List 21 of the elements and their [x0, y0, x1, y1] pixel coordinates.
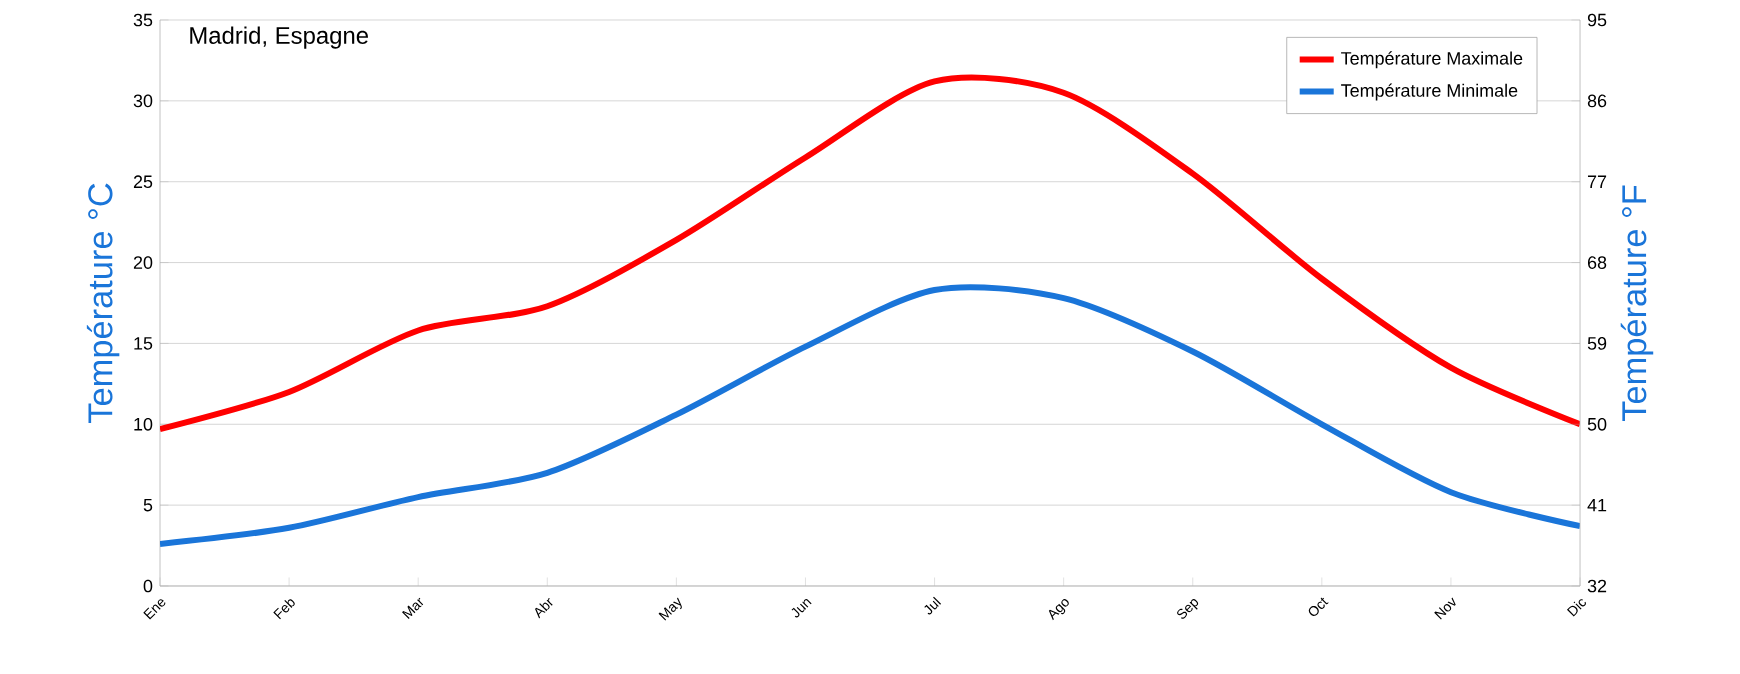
y-tick-label: 30	[133, 94, 153, 108]
y2-tick-label: 50	[1587, 417, 1607, 431]
chart-title: Madrid, Espagne	[190, 26, 368, 49]
y2-tick-label: 95	[1587, 13, 1607, 27]
y2-axis-title: Température °F	[1620, 185, 1654, 422]
y-tick-label: 25	[133, 175, 153, 189]
y-tick-label: 5	[143, 498, 153, 512]
y2-tick-label: 86	[1587, 94, 1607, 108]
y2-tick-label: 77	[1587, 175, 1607, 188]
y2-tick-label: 32	[1587, 579, 1607, 593]
y2-tick-label: 68	[1587, 256, 1607, 269]
y-tick-label: 10	[134, 417, 153, 431]
y-axis-title: Température °C	[86, 183, 120, 423]
y-tick-label: 20	[133, 256, 153, 269]
legend-label: Température Maximale	[1341, 51, 1523, 69]
y2-tick-label: 59	[1587, 337, 1607, 350]
legend-label: Température Minimale	[1341, 83, 1518, 101]
y-tick-label: 15	[134, 337, 153, 350]
y2-tick-label: 41	[1587, 498, 1607, 512]
y-tick-label: 35	[133, 13, 153, 27]
y-tick-label: 0	[143, 579, 153, 593]
